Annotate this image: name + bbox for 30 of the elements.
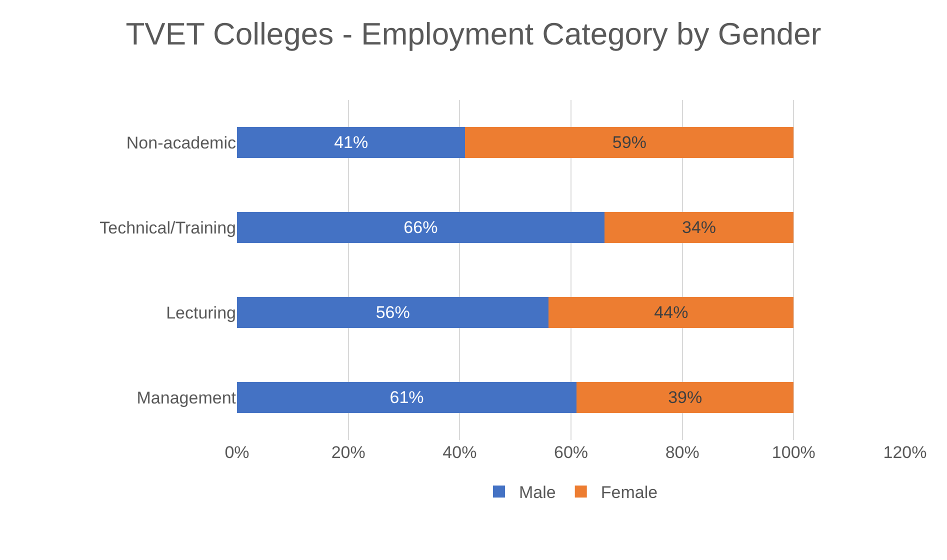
data-label: 39% xyxy=(668,388,702,407)
x-tick-label: 60% xyxy=(554,443,588,462)
x-tick-label: 20% xyxy=(331,443,366,462)
x-tick-label: 120% xyxy=(883,443,927,462)
chart-title: TVET Colleges - Employment Category by Gender xyxy=(126,16,822,52)
bar xyxy=(237,382,577,414)
y-tick-label: Lecturing xyxy=(166,303,236,322)
data-label: 34% xyxy=(682,218,716,238)
data-label: 44% xyxy=(654,303,688,322)
bar xyxy=(465,126,794,158)
data-label: 59% xyxy=(612,133,646,152)
x-tick-label: 40% xyxy=(442,443,477,462)
data-label: 56% xyxy=(376,303,410,322)
x-tick-label: 100% xyxy=(772,443,816,462)
data-label: 61% xyxy=(390,388,424,407)
y-tick-label: Management xyxy=(136,388,236,408)
bar xyxy=(237,212,604,244)
bar xyxy=(237,296,549,328)
bar xyxy=(237,126,466,158)
bar xyxy=(576,382,794,414)
y-tick-label: Non-academic xyxy=(126,133,236,152)
legend-label: Female xyxy=(600,483,658,502)
data-label: 41% xyxy=(334,133,368,152)
data-label: 66% xyxy=(404,218,438,238)
bar xyxy=(604,212,794,244)
x-tick-label: 80% xyxy=(665,443,700,462)
x-tick-label: 0% xyxy=(224,443,250,462)
legend-label: Male xyxy=(519,483,556,502)
bar xyxy=(548,296,794,328)
y-tick-label: Technical/Training xyxy=(100,218,236,238)
